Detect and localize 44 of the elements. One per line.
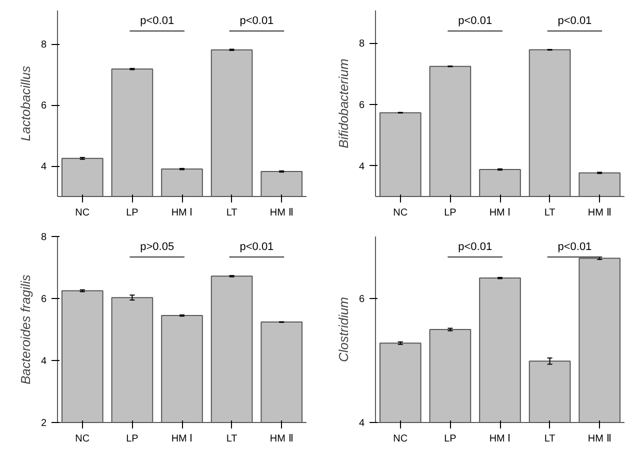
y-tick-label: 8 (40, 232, 47, 243)
y-axis-title: Lactobacillus (18, 65, 33, 142)
y-axis-title: Bacteroides fragilis (18, 274, 33, 384)
y-tick-label: 4 (358, 418, 365, 429)
annotation: p<0.01 (240, 15, 274, 28)
x-tick-label: HM Ⅰ (171, 208, 193, 218)
y-tick-label: 4 (40, 162, 47, 173)
x-tick-label: LP (126, 208, 139, 218)
annotation: p<0.01 (558, 15, 592, 28)
annotation: p>0.05 (140, 241, 174, 254)
x-tick-label: LT (544, 208, 556, 218)
x-tick-label: NC (75, 434, 90, 444)
y-tick-label: 6 (40, 100, 47, 112)
x-tick-label: HM Ⅱ (588, 208, 612, 218)
y-tick-label: 6 (40, 294, 47, 305)
y-tick-label: 8 (358, 38, 365, 50)
annotation: p<0.01 (458, 241, 492, 254)
x-tick-label: LP (444, 208, 457, 218)
annotation: p<0.01 (140, 15, 174, 28)
x-tick-label: NC (393, 434, 408, 444)
y-tick-label: 2 (40, 418, 47, 429)
x-tick-label: HM Ⅰ (171, 434, 193, 444)
y-tick-label: 8 (40, 40, 47, 51)
x-tick-label: HM Ⅱ (270, 434, 294, 444)
x-tick-label: LT (544, 434, 556, 444)
x-tick-label: HM Ⅱ (270, 208, 294, 218)
x-tick-label: LT (226, 208, 238, 218)
x-tick-label: NC (393, 208, 408, 218)
x-tick-label: HM Ⅰ (489, 434, 511, 444)
x-tick-label: LP (444, 434, 457, 444)
annotation: p<0.01 (240, 241, 274, 254)
annotation: p<0.01 (458, 15, 492, 28)
x-tick-label: HM Ⅰ (489, 208, 511, 218)
y-tick-label: 6 (358, 100, 365, 111)
annotation: p<0.01 (558, 241, 592, 254)
y-tick-label: 4 (40, 356, 47, 367)
y-tick-label: 4 (358, 161, 365, 172)
x-tick-label: HM Ⅱ (588, 434, 612, 444)
y-axis-title: Bifidobacterium (336, 58, 351, 148)
x-tick-label: LT (226, 434, 238, 444)
y-axis-title: Clostridium (336, 296, 351, 362)
x-tick-label: NC (75, 208, 90, 218)
x-tick-label: LP (126, 434, 139, 444)
y-tick-label: 6 (358, 294, 365, 305)
